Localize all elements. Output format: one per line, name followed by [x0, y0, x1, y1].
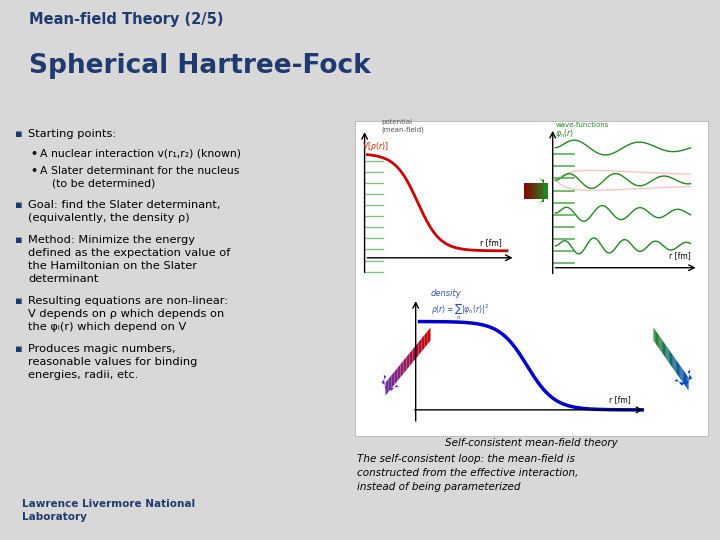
- Text: Spherical Hartree-Fock: Spherical Hartree-Fock: [29, 53, 371, 79]
- Text: Goal: find the Slater determinant,: Goal: find the Slater determinant,: [28, 200, 220, 210]
- Text: wave-functions: wave-functions: [555, 122, 609, 128]
- Text: A nuclear interaction v(r₁,r₂) (known): A nuclear interaction v(r₁,r₂) (known): [40, 148, 241, 159]
- FancyArrow shape: [540, 178, 548, 204]
- FancyBboxPatch shape: [355, 121, 708, 436]
- FancyArrow shape: [674, 370, 692, 386]
- Text: V depends on ρ which depends on: V depends on ρ which depends on: [28, 308, 224, 319]
- Text: Resulting equations are non-linear:: Resulting equations are non-linear:: [28, 295, 228, 306]
- Text: defined as the expectation value of: defined as the expectation value of: [28, 248, 230, 258]
- Text: ▪: ▪: [15, 129, 23, 139]
- FancyArrow shape: [382, 375, 399, 391]
- Text: •: •: [30, 166, 37, 176]
- Text: $\varphi_n(r)$: $\varphi_n(r)$: [555, 126, 575, 140]
- Text: potential
(mean-field): potential (mean-field): [382, 119, 424, 132]
- Text: reasonable values for binding: reasonable values for binding: [28, 356, 197, 367]
- Text: energies, radii, etc.: energies, radii, etc.: [28, 369, 138, 380]
- Text: r [fm]: r [fm]: [609, 395, 631, 404]
- Text: density: density: [431, 289, 462, 298]
- Text: Produces magic numbers,: Produces magic numbers,: [28, 343, 176, 354]
- Text: ▪: ▪: [15, 343, 23, 354]
- Text: ▪: ▪: [15, 200, 23, 210]
- Text: Lawrence Livermore National
Laboratory: Lawrence Livermore National Laboratory: [22, 499, 194, 522]
- Text: the Hamiltonian on the Slater: the Hamiltonian on the Slater: [28, 261, 197, 271]
- Text: ▪: ▪: [15, 235, 23, 245]
- Text: •: •: [30, 148, 37, 159]
- Text: Method: Minimize the energy: Method: Minimize the energy: [28, 235, 195, 245]
- Text: r [fm]: r [fm]: [669, 251, 690, 260]
- Text: Self-consistent mean-field theory: Self-consistent mean-field theory: [445, 438, 618, 448]
- Text: r [fm]: r [fm]: [480, 238, 501, 247]
- Text: $\rho(r) = \sum_n |\varphi_n(r)|^2$: $\rho(r) = \sum_n |\varphi_n(r)|^2$: [431, 301, 489, 322]
- Text: $V[\rho(r)]$: $V[\rho(r)]$: [361, 140, 388, 153]
- Text: determinant: determinant: [28, 274, 99, 284]
- Text: Mean-field Theory (2/5): Mean-field Theory (2/5): [29, 12, 223, 27]
- Text: the φᵢ(r) which depend on V: the φᵢ(r) which depend on V: [28, 322, 186, 332]
- Text: The self-consistent loop: the mean-field is
constructed from the effective inter: The self-consistent loop: the mean-field…: [357, 455, 578, 492]
- Text: ▪: ▪: [15, 295, 23, 306]
- Text: Starting points:: Starting points:: [28, 129, 116, 139]
- Text: (equivalently, the density ρ): (equivalently, the density ρ): [28, 213, 189, 222]
- Text: (to be determined): (to be determined): [52, 179, 156, 189]
- Text: A Slater determinant for the nucleus: A Slater determinant for the nucleus: [40, 166, 239, 176]
